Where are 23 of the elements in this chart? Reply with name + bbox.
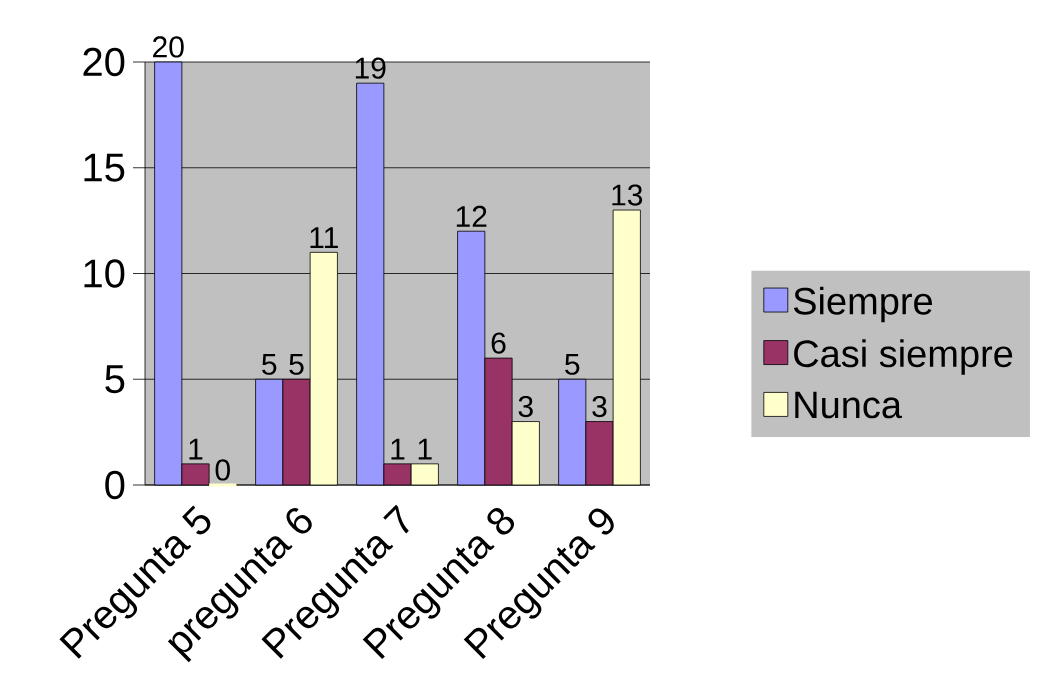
data-label: 12 xyxy=(456,205,487,227)
data-label: 5 xyxy=(565,353,580,375)
data-label: 5 xyxy=(262,353,277,375)
data-label: 6 xyxy=(491,332,506,354)
data-label: 19 xyxy=(355,57,386,79)
y-tick-label: 0 xyxy=(105,470,125,500)
data-label: 3 xyxy=(518,395,533,418)
data-label: 3 xyxy=(592,395,607,418)
data-label: 20 xyxy=(153,36,184,58)
y-tick-label: 5 xyxy=(105,365,125,394)
y-tick-label: 10 xyxy=(84,259,125,288)
data-label: 1 xyxy=(391,438,405,460)
y-tick-label: 15 xyxy=(84,153,125,182)
legend-label: Nunca xyxy=(795,391,903,419)
data-label: 0 xyxy=(215,459,230,481)
legend-label: Siempre xyxy=(793,286,932,323)
data-label: 13 xyxy=(612,184,643,206)
y-tick-label: 20 xyxy=(83,47,125,77)
legend-label: Casi siempre xyxy=(794,339,1013,375)
data-label: 5 xyxy=(289,353,304,375)
data-label: 1 xyxy=(418,438,432,460)
data-label: 11 xyxy=(310,227,338,248)
data-label: 1 xyxy=(189,438,203,460)
